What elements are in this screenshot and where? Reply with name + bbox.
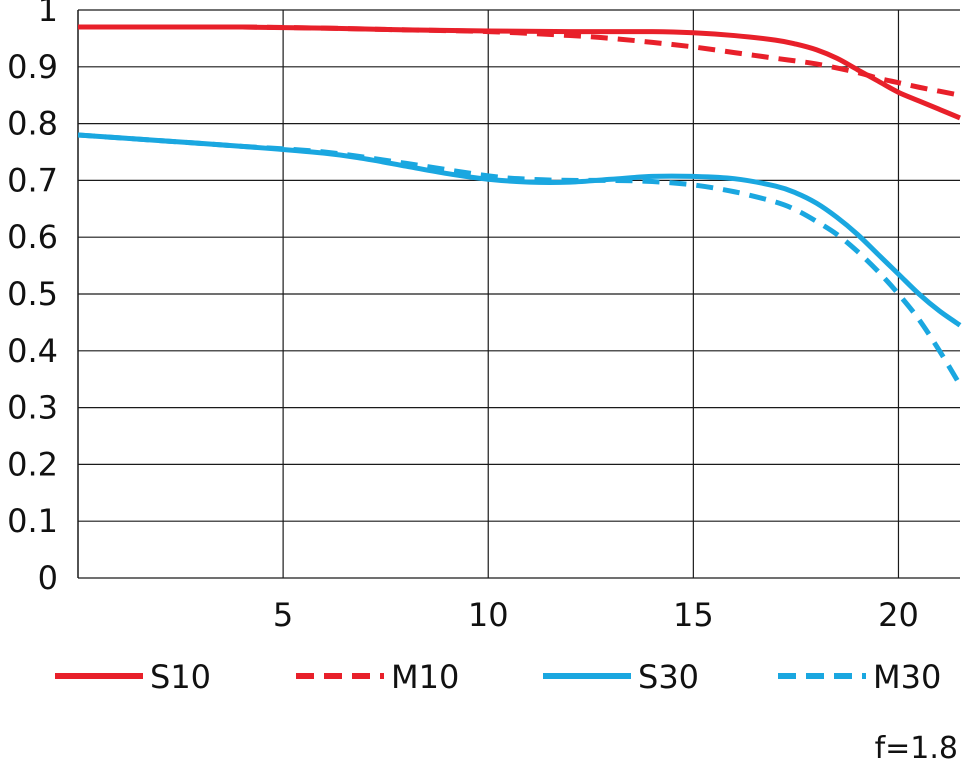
x-tick-label: 5 [273, 596, 293, 634]
y-tick-label: 0 [38, 559, 58, 597]
y-tick-label: 0.5 [7, 275, 58, 313]
series-line-m10 [78, 24, 961, 98]
y-tick-label: 0.2 [7, 445, 58, 483]
y-axis-ticks: 0 0.1 0.2 0.3 0.4 0.5 0.6 0.7 0.8 0.9 1 [7, 0, 58, 597]
y-tick-label: 1 [38, 0, 58, 29]
y-tick-label: 0.6 [7, 218, 58, 256]
legend-label-s10: S10 [150, 658, 211, 696]
legend-label-m10: M10 [391, 658, 459, 696]
x-axis-ticks: 5 10 15 20 [273, 596, 919, 634]
series-lines [78, 24, 963, 387]
y-tick-label: 0.9 [7, 48, 58, 86]
x-tick-label: 20 [878, 596, 919, 634]
series-line-s10 [78, 24, 961, 121]
series-line-s30 [78, 132, 962, 328]
legend-label-s30: S30 [638, 658, 699, 696]
y-tick-label: 0.8 [7, 105, 58, 143]
y-tick-label: 0.7 [7, 161, 58, 199]
y-tick-label: 0.1 [7, 502, 58, 540]
x-tick-label: 15 [673, 596, 714, 634]
legend-label-m30: M30 [873, 658, 941, 696]
legend: S10 M10 S30 M30 [55, 658, 941, 696]
x-tick-label: 10 [468, 596, 509, 634]
grid [77, 9, 960, 579]
series-line-m30 [78, 132, 963, 387]
y-tick-label: 0.3 [7, 389, 58, 427]
aperture-note: f=1.8 [875, 731, 958, 766]
y-tick-label: 0.4 [7, 332, 58, 370]
